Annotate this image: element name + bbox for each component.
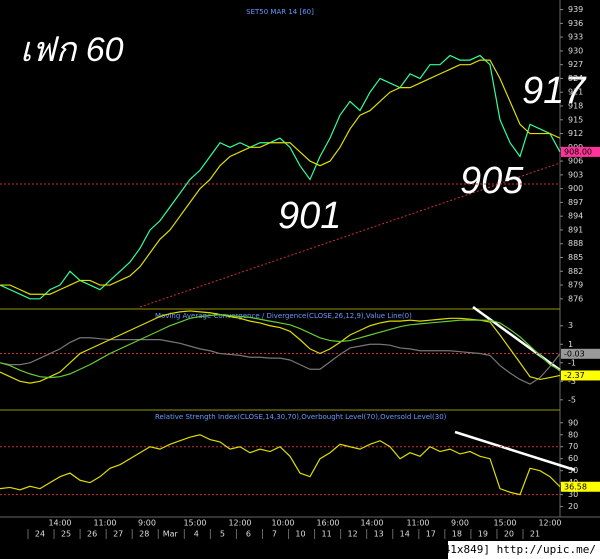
x-date-label: 11 [321, 530, 331, 539]
x-time-label: 12:00 [228, 519, 251, 528]
x-time-label: 11:00 [93, 519, 116, 528]
x-time-label: 15:00 [183, 519, 206, 528]
x-date-label: 5 [220, 530, 225, 539]
series-line [0, 54, 561, 300]
x-date-label: 10 [295, 530, 305, 539]
x-date-label: 18 [452, 530, 462, 539]
x-date-label: 27 [113, 530, 123, 539]
y-tick-label: 891 [568, 225, 583, 234]
trend-line [472, 305, 561, 372]
panel-title: SET50 MAR 14 [60] [246, 8, 314, 16]
x-date-label: Mar [163, 530, 179, 539]
y-tick-label: 906 [568, 157, 583, 166]
y-tick-label: -3 [568, 377, 576, 386]
x-time-label: 15:00 [493, 519, 516, 528]
series-line [0, 314, 561, 379]
x-date-label: 28 [139, 530, 149, 539]
x-date-label: 13 [374, 530, 384, 539]
x-time-label: 11:00 [406, 519, 429, 528]
y-tick-label: 1 [568, 340, 573, 349]
panel-title: Moving Average Convergence / Divergence(… [155, 312, 412, 320]
x-time-label: 12:00 [538, 519, 561, 528]
x-time-label: 9:00 [451, 519, 469, 528]
x-time-label: 16:00 [316, 519, 339, 528]
y-tick-label: 876 [568, 294, 583, 303]
y-tick-label: 90 [568, 418, 578, 427]
last-value-label: -2.37 [564, 371, 585, 380]
x-date-label: 7 [272, 530, 277, 539]
y-tick-label: 936 [568, 19, 583, 28]
x-time-label: 14:00 [48, 519, 71, 528]
footer: [941x849] http://upic.me/ [430, 543, 596, 556]
y-tick-label: 927 [568, 60, 583, 69]
x-date-label: 24 [35, 530, 45, 539]
last-value-box [561, 370, 600, 381]
y-tick-label: 80 [568, 430, 578, 439]
x-date-label: 4 [194, 530, 199, 539]
x-date-label: 14 [400, 530, 410, 539]
y-tick-label: 939 [568, 5, 583, 14]
last-value-box [561, 481, 600, 492]
y-tick-label: 924 [568, 74, 583, 83]
x-date-label: 25 [61, 530, 71, 539]
annotation: 917 [522, 70, 587, 112]
footer-box [448, 541, 600, 559]
y-tick-label: 897 [568, 198, 583, 207]
last-value-box [561, 348, 600, 359]
x-date-label: 12 [348, 530, 358, 539]
y-tick-label: 20 [568, 502, 578, 511]
annotation: 901 [278, 195, 341, 237]
y-tick-label: 3 [568, 321, 573, 330]
series-line [0, 434, 561, 496]
last-value-label: -0.03 [564, 349, 585, 358]
y-tick-label: 930 [568, 46, 583, 55]
y-tick-label: 60 [568, 454, 578, 463]
x-date-label: 6 [246, 530, 251, 539]
y-tick-label: 885 [568, 253, 583, 262]
y-tick-label: -1 [568, 358, 576, 367]
series-line [0, 59, 561, 295]
x-time-label: 9:00 [138, 519, 156, 528]
y-tick-label: 879 [568, 281, 583, 290]
series-line [0, 337, 561, 385]
last-value-box [561, 146, 600, 157]
x-date-label: 17 [426, 530, 436, 539]
series-line [0, 310, 561, 384]
x-date-label: 20 [504, 530, 514, 539]
y-tick-label: 70 [568, 442, 578, 451]
x-time-label: 14:00 [360, 519, 383, 528]
y-tick-label: 915 [568, 115, 583, 124]
last-value-label: 36.58 [564, 482, 587, 491]
y-tick-label: 888 [568, 239, 583, 248]
symbol-label: เฟก 60 [20, 31, 124, 69]
x-date-label: 26 [87, 530, 97, 539]
x-date-label: 21 [530, 530, 540, 539]
panel-title: Relative Strength Index(CLOSE,14,30,70),… [155, 413, 447, 421]
y-tick-label: 921 [568, 88, 583, 97]
last-value-label: 908.00 [564, 147, 592, 156]
y-tick-label: 882 [568, 267, 583, 276]
x-time-label: 10:00 [271, 519, 294, 528]
x-date-label: 19 [478, 530, 488, 539]
trend-line [139, 162, 561, 308]
y-tick-label: 50 [568, 466, 578, 475]
y-tick-label: 918 [568, 102, 583, 111]
y-tick-label: -5 [568, 395, 576, 404]
trend-line [454, 430, 576, 472]
y-tick-label: 900 [568, 184, 583, 193]
y-tick-label: 903 [568, 170, 583, 179]
y-tick-label: 894 [568, 212, 583, 221]
annotation: 905 [460, 160, 524, 202]
y-tick-label: 912 [568, 129, 583, 138]
y-tick-label: 933 [568, 33, 583, 42]
y-tick-label: 30 [568, 490, 578, 499]
